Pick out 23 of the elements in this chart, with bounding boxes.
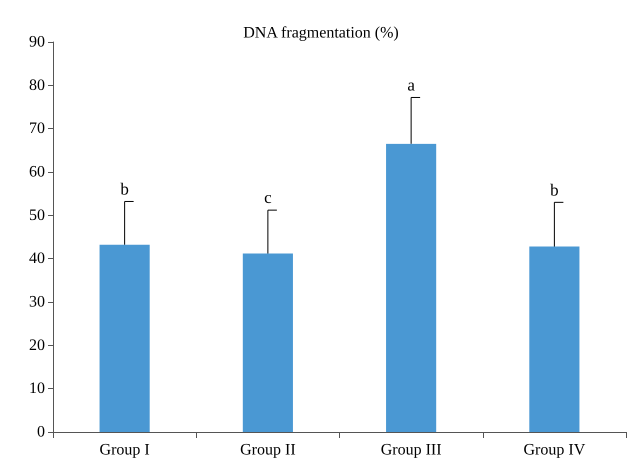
bar xyxy=(100,244,150,432)
bar xyxy=(386,144,436,432)
y-tick-label: 90 xyxy=(29,34,45,50)
y-tick-label: 70 xyxy=(29,120,45,138)
y-tick-label: 30 xyxy=(29,294,45,310)
annotation: b xyxy=(120,179,129,198)
bar xyxy=(529,246,580,432)
y-tick-label: 60 xyxy=(29,164,45,180)
annotation: c xyxy=(264,188,272,208)
bar xyxy=(242,253,293,432)
x-tick-label: Group IV xyxy=(523,442,586,458)
y-tick-label: 10 xyxy=(29,380,45,398)
y-tick-label: 40 xyxy=(29,250,45,268)
y-tick-label: 80 xyxy=(29,76,45,94)
x-tick-label: Group I xyxy=(100,442,150,458)
y-tick-label: 0 xyxy=(37,424,45,440)
chart-title: DNA fragmentation (%) xyxy=(243,24,399,42)
x-tick-label: Group III xyxy=(380,442,442,458)
y-tick-label: 20 xyxy=(29,336,45,354)
annotation: a xyxy=(407,75,416,94)
annotation: b xyxy=(550,180,559,200)
y-tick-label: 50 xyxy=(29,206,45,224)
x-tick-label: Group II xyxy=(240,442,296,458)
